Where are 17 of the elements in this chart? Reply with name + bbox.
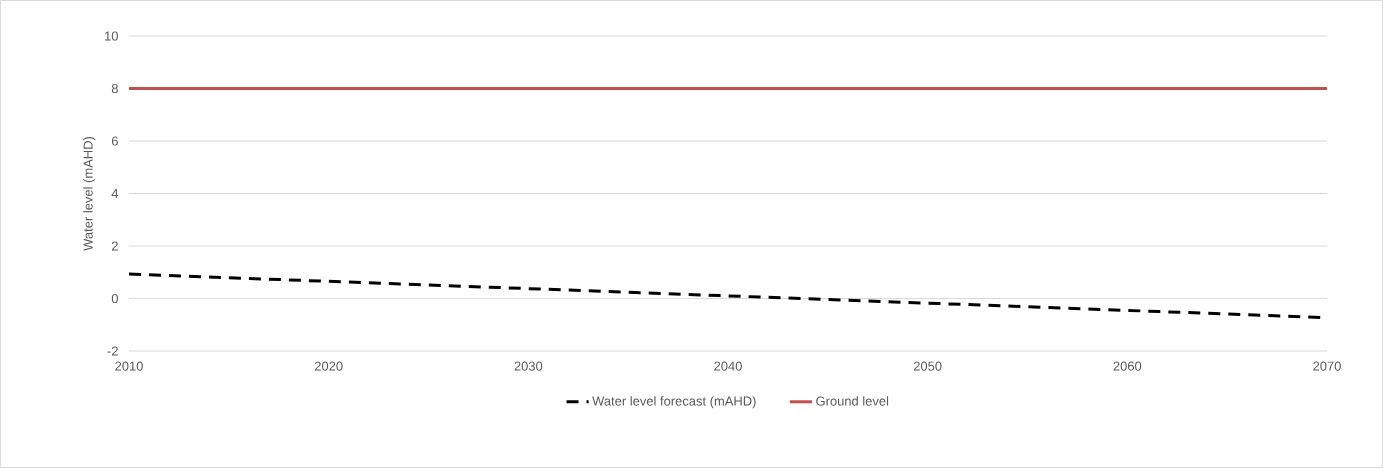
legend-label: Water level forecast (mAHD) <box>592 396 756 409</box>
y-tick-label: 8 <box>111 83 118 94</box>
y-tick-label: 6 <box>111 136 118 146</box>
y-tick-label: 4 <box>111 189 119 198</box>
x-tick-label: 2050 <box>913 361 942 371</box>
x-tick-label: 2030 <box>514 361 543 371</box>
x-tick-label: 2060 <box>1113 361 1142 371</box>
legend-label: Ground level <box>816 396 889 406</box>
y-axis-title: Water level (mAHD) <box>83 136 96 251</box>
y-tick-label: 2 <box>111 241 118 251</box>
y-tick-label: -2 <box>107 346 118 356</box>
x-tick-label: 2070 <box>1313 361 1341 371</box>
y-tick-label: 0 <box>111 293 118 304</box>
x-tick-label: 2040 <box>714 361 742 371</box>
x-tick-label: 2010 <box>115 361 143 371</box>
x-tick-label: 2020 <box>314 361 343 371</box>
y-tick-label: 10 <box>105 31 118 41</box>
